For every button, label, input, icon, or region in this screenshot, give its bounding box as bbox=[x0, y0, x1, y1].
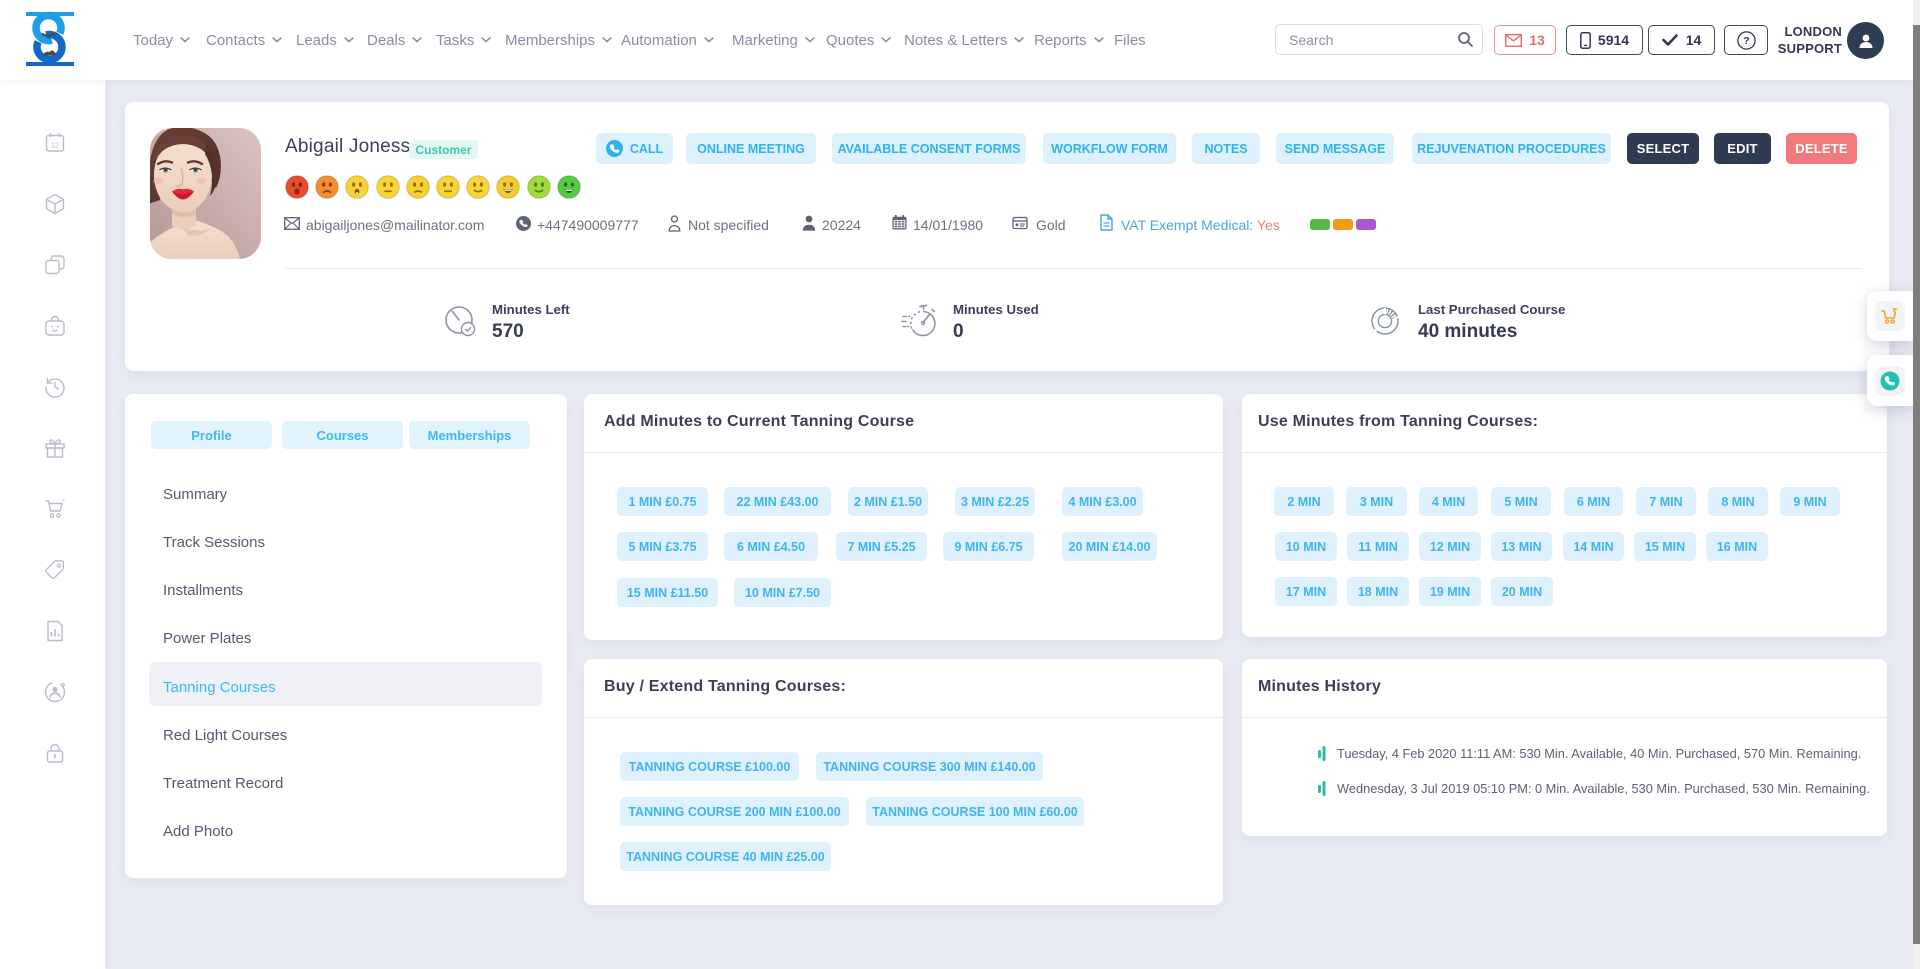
svg-text:?: ? bbox=[1743, 35, 1749, 47]
svg-text:12: 12 bbox=[51, 141, 59, 150]
